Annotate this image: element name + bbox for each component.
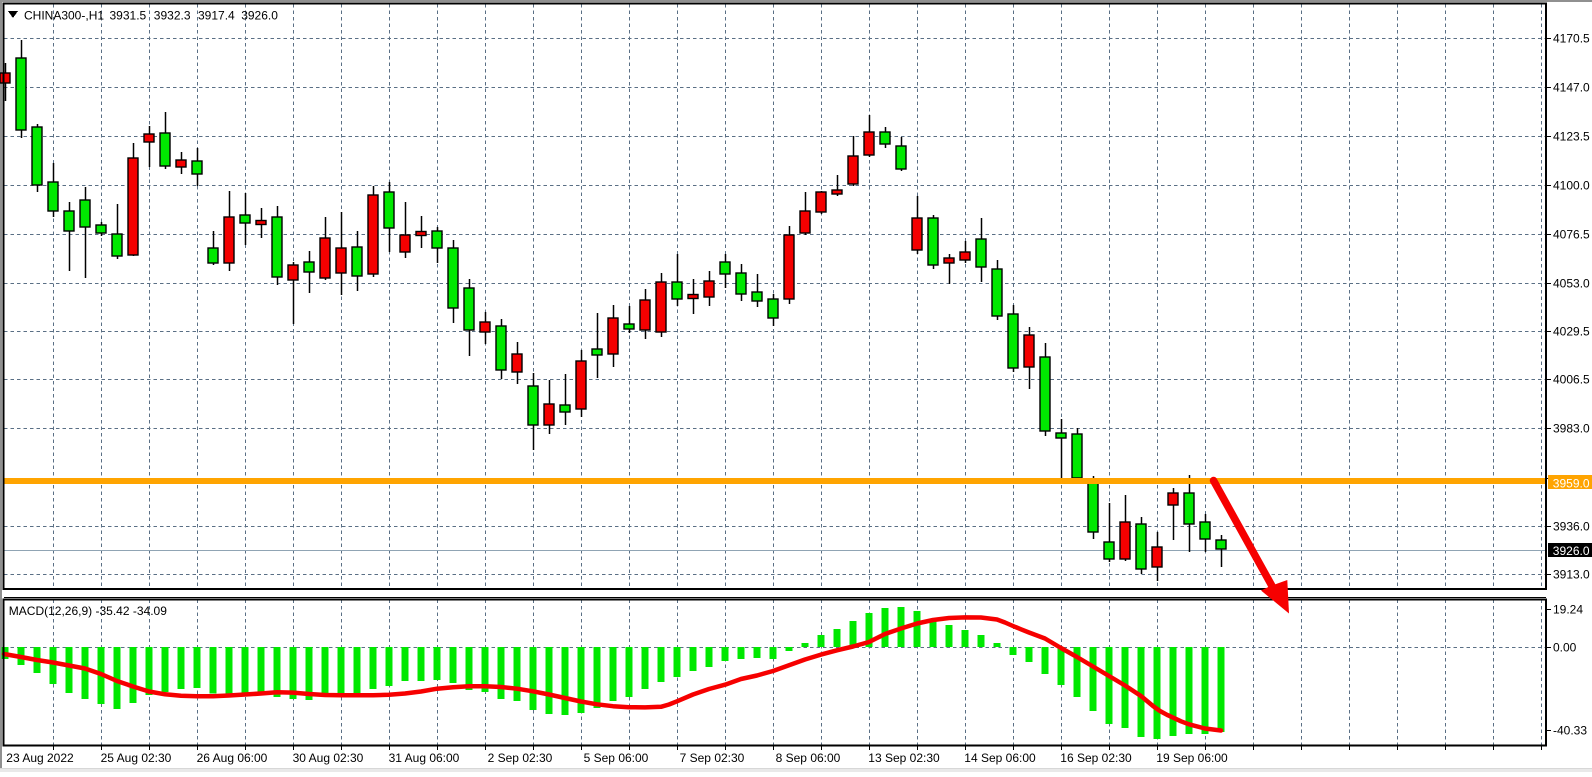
svg-text:23 Aug 2022: 23 Aug 2022 xyxy=(6,751,74,765)
svg-text:25 Aug 02:30: 25 Aug 02:30 xyxy=(101,751,172,765)
svg-text:CHINA300-,H1: CHINA300-,H1 xyxy=(24,9,104,23)
svg-text:-40.33: -40.33 xyxy=(1553,724,1587,738)
svg-text:19 Sep 06:00: 19 Sep 06:00 xyxy=(1156,751,1228,765)
svg-text:3931.5: 3931.5 xyxy=(110,9,147,23)
svg-text:5 Sep 06:00: 5 Sep 06:00 xyxy=(584,751,649,765)
svg-text:31 Aug 06:00: 31 Aug 06:00 xyxy=(389,751,460,765)
svg-text:0.00: 0.00 xyxy=(1553,641,1577,655)
svg-text:3932.3: 3932.3 xyxy=(154,9,191,23)
svg-text:3936.0: 3936.0 xyxy=(1553,520,1590,534)
svg-text:3926.0: 3926.0 xyxy=(241,9,278,23)
svg-text:30 Aug 02:30: 30 Aug 02:30 xyxy=(293,751,364,765)
svg-text:3917.4: 3917.4 xyxy=(198,9,235,23)
svg-text:14 Sep 06:00: 14 Sep 06:00 xyxy=(964,751,1036,765)
svg-text:3913.0: 3913.0 xyxy=(1553,568,1590,582)
svg-text:4053.0: 4053.0 xyxy=(1553,277,1590,291)
svg-text:3926.0: 3926.0 xyxy=(1553,544,1590,558)
svg-text:4029.5: 4029.5 xyxy=(1553,325,1590,339)
svg-text:MACD(12,26,9) -35.42 -34.09: MACD(12,26,9) -35.42 -34.09 xyxy=(9,604,167,618)
svg-text:4006.5: 4006.5 xyxy=(1553,373,1590,387)
svg-text:4123.5: 4123.5 xyxy=(1553,130,1590,144)
svg-text:26 Aug 06:00: 26 Aug 06:00 xyxy=(197,751,268,765)
svg-text:4076.5: 4076.5 xyxy=(1553,228,1590,242)
svg-text:4170.5: 4170.5 xyxy=(1553,32,1590,46)
svg-text:2 Sep 02:30: 2 Sep 02:30 xyxy=(488,751,553,765)
svg-text:7 Sep 02:30: 7 Sep 02:30 xyxy=(680,751,745,765)
svg-text:8 Sep 06:00: 8 Sep 06:00 xyxy=(776,751,841,765)
svg-text:4100.0: 4100.0 xyxy=(1553,179,1590,193)
svg-text:4147.0: 4147.0 xyxy=(1553,81,1590,95)
svg-text:19.24: 19.24 xyxy=(1553,603,1583,617)
svg-text:3959.0: 3959.0 xyxy=(1553,476,1590,490)
svg-text:16 Sep 02:30: 16 Sep 02:30 xyxy=(1060,751,1132,765)
svg-text:3983.0: 3983.0 xyxy=(1553,422,1590,436)
svg-text:13 Sep 02:30: 13 Sep 02:30 xyxy=(868,751,940,765)
